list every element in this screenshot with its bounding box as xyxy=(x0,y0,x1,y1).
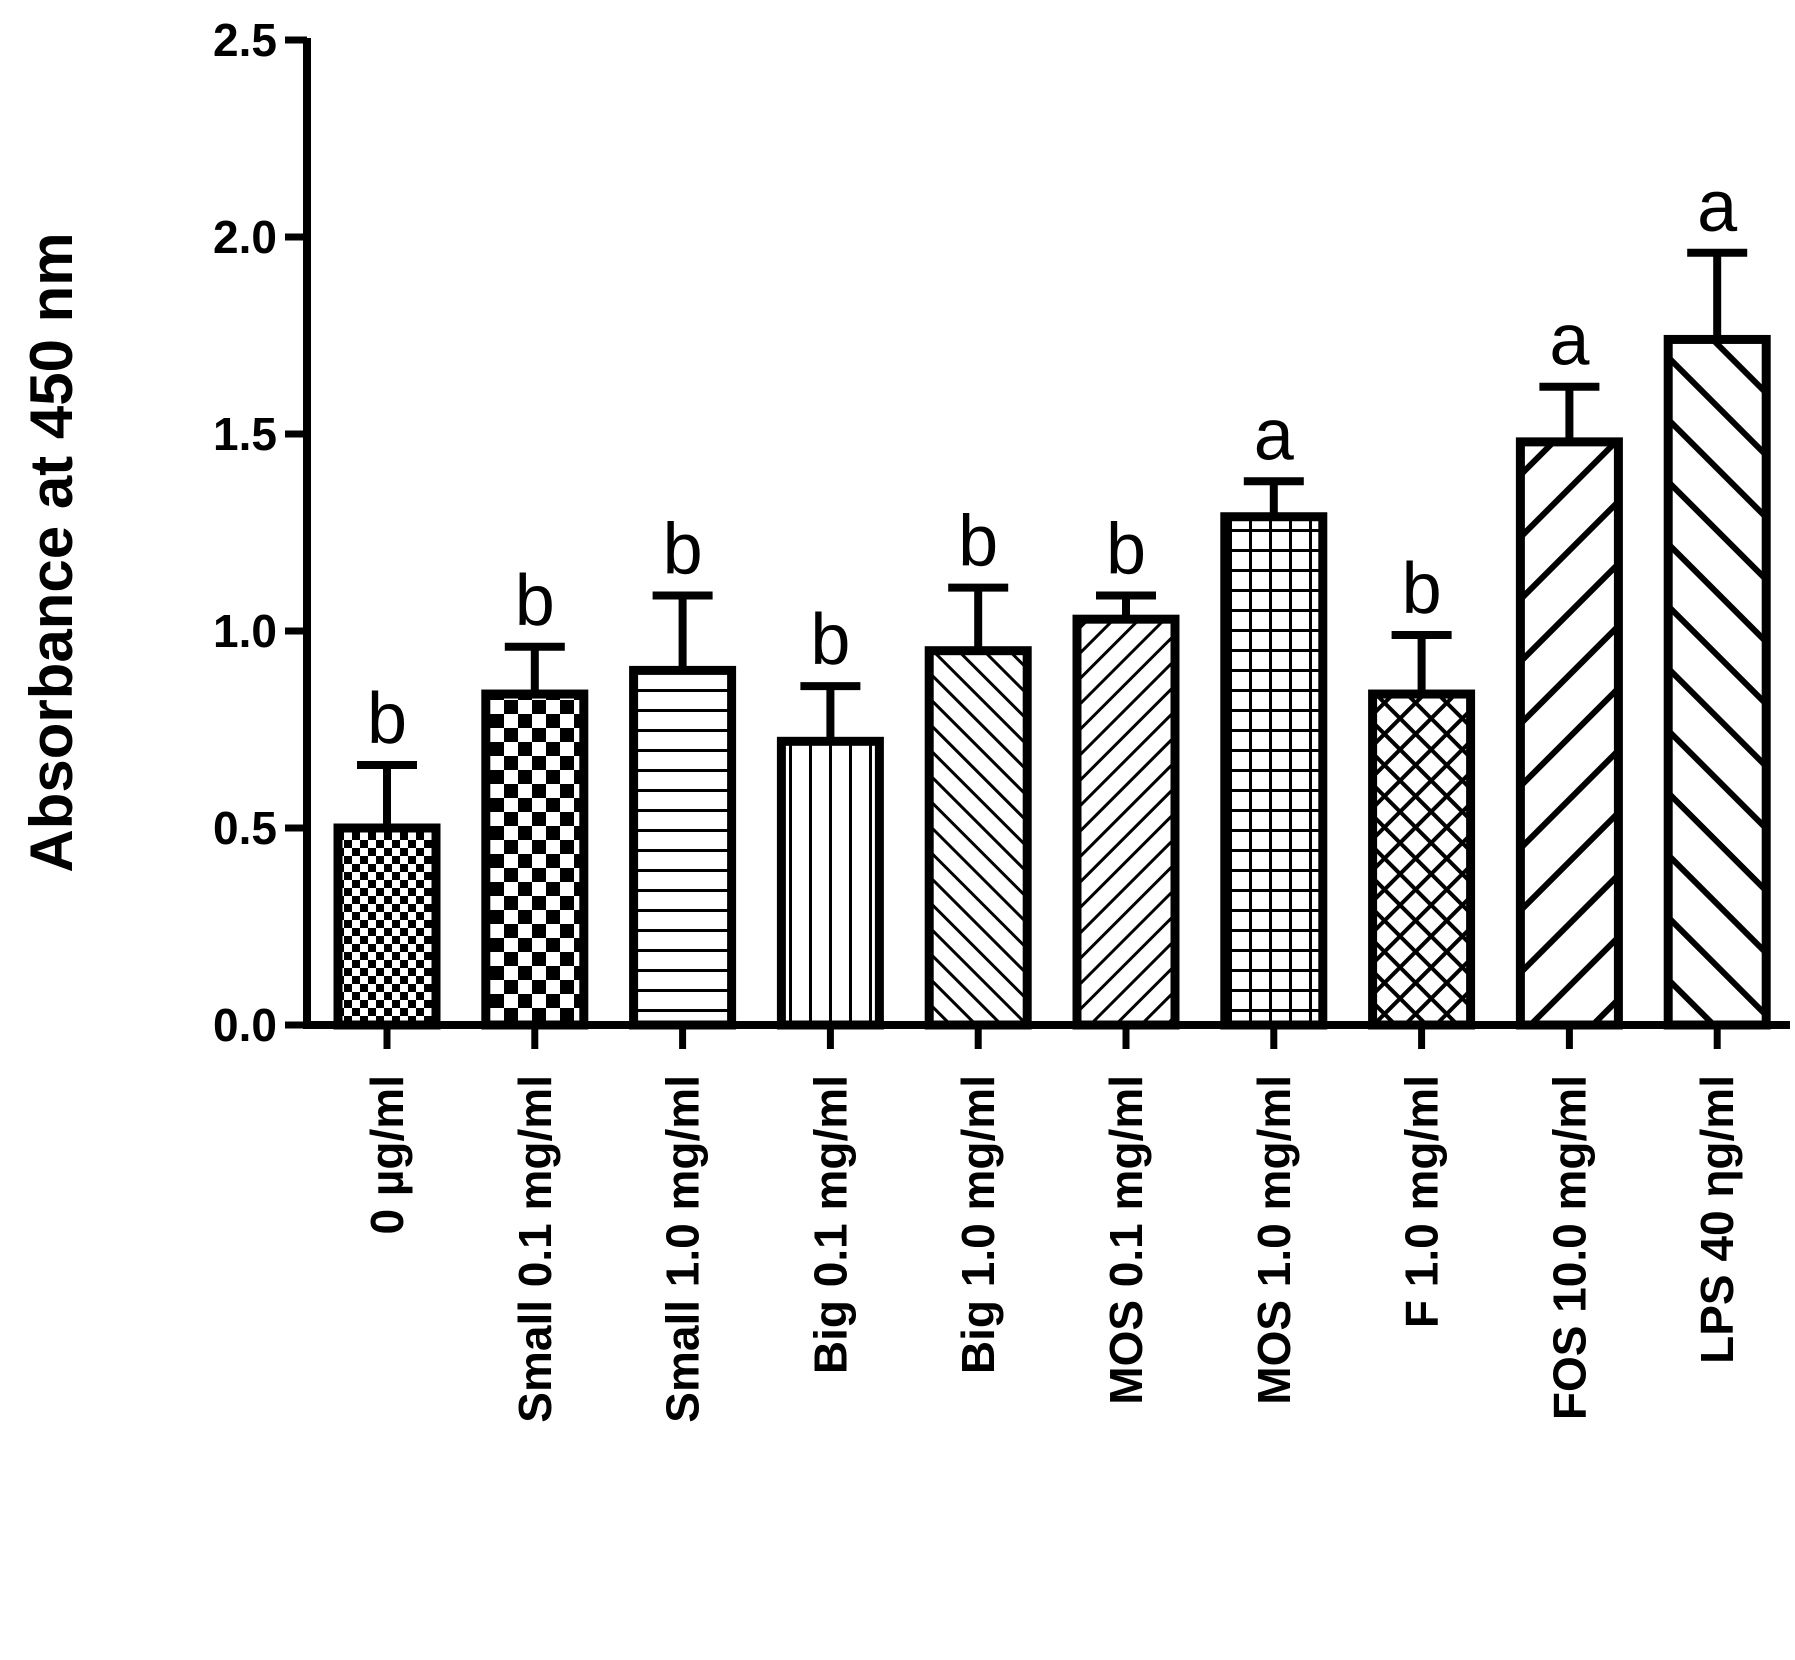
bar xyxy=(1220,512,1328,1030)
category-label: F 1.0 mg/ml xyxy=(1396,1075,1448,1328)
bar xyxy=(1515,437,1623,1030)
category-label: FOS 10.0 mg/ml xyxy=(1543,1075,1595,1420)
significance-label: b xyxy=(810,600,850,680)
category-label: LPS 40 ηg/ml xyxy=(1691,1075,1743,1364)
y-axis-title: Absorbance at 450 nm xyxy=(18,232,85,872)
significance-label: a xyxy=(1697,167,1738,247)
category-label: MOS 1.0 mg/ml xyxy=(1248,1075,1300,1405)
y-tick-label: 2.5 xyxy=(213,14,277,66)
category-label: Small 1.0 mg/ml xyxy=(657,1075,709,1423)
significance-label: b xyxy=(663,510,703,590)
bar xyxy=(1072,614,1180,1030)
bar xyxy=(629,665,737,1030)
category-label: Big 1.0 mg/ml xyxy=(952,1075,1004,1374)
y-tick-label: 1.0 xyxy=(213,605,277,657)
significance-label: a xyxy=(1549,301,1590,381)
bar xyxy=(776,736,884,1030)
category-label: MOS 0.1 mg/ml xyxy=(1100,1075,1152,1405)
bar xyxy=(481,689,589,1030)
significance-label: a xyxy=(1254,395,1295,475)
significance-label: b xyxy=(1402,549,1442,629)
y-tick-label: 2.0 xyxy=(213,211,277,263)
significance-label: b xyxy=(958,502,998,582)
bar xyxy=(924,646,1032,1030)
bars xyxy=(333,248,1771,1030)
labels: 0.0 0.5 1.0 1.5 2.0 2.5 Absorbance at 450 nm b 0… xyxy=(18,14,1743,1423)
significance-label: b xyxy=(367,679,407,759)
significance-label: b xyxy=(1106,510,1146,590)
y-tick-label: 0.5 xyxy=(213,802,277,854)
category-label: Small 0.1 mg/ml xyxy=(509,1075,561,1423)
y-tick-label: 0.0 xyxy=(213,999,277,1051)
bar xyxy=(1663,334,1771,1030)
significance-label: b xyxy=(515,561,555,641)
y-tick-label: 1.5 xyxy=(213,408,277,460)
category-label: Big 0.1 mg/ml xyxy=(804,1075,856,1374)
bar xyxy=(1368,689,1476,1030)
bar xyxy=(333,823,441,1030)
category-label: 0 µg/ml xyxy=(361,1075,413,1234)
